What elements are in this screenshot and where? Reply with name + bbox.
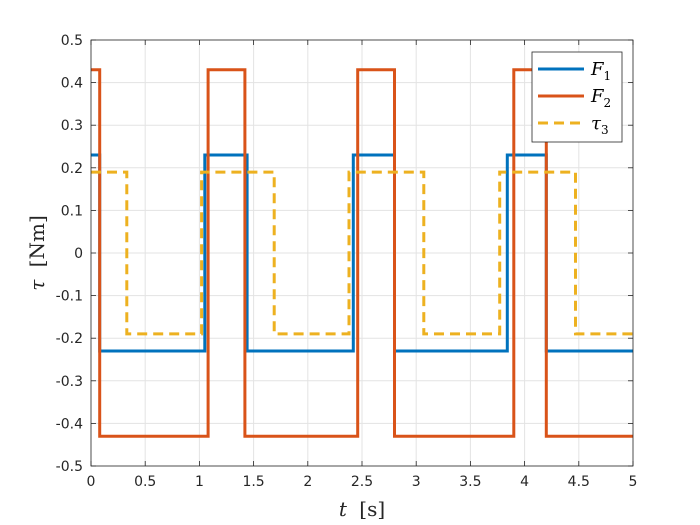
x-tick-label: 3.5 — [459, 474, 481, 490]
y-axis-variable: τ — [25, 279, 49, 291]
series-line-2 — [91, 68, 633, 438]
y-tick-label: -0.3 — [56, 374, 83, 390]
y-tick-label: 0.2 — [61, 161, 83, 177]
x-tick-label: 2 — [303, 474, 312, 490]
y-axis-unit: [Nm] — [25, 215, 49, 267]
x-tick-label: 3 — [412, 474, 421, 490]
y-tick-label: 0 — [74, 246, 83, 262]
x-tick-label: 1 — [195, 474, 204, 490]
x-axis-variable: t — [339, 497, 348, 521]
x-tick-label: 0.5 — [134, 474, 156, 490]
series-lines — [91, 68, 633, 438]
x-tick-label: 5 — [629, 474, 638, 490]
series-line-3 — [91, 170, 633, 336]
y-tick-label: -0.4 — [56, 416, 83, 432]
y-tick-label: 0.3 — [61, 118, 83, 134]
x-tick-label: 4 — [520, 474, 529, 490]
series-line-1 — [91, 153, 633, 353]
legend-label-3: τ3 — [591, 113, 609, 137]
legend-label-2: F2 — [590, 86, 611, 110]
y-tick-label: 0.5 — [61, 33, 83, 49]
legend-label-1: F1 — [590, 59, 611, 83]
x-tick-label: 2.5 — [351, 474, 373, 490]
y-tick-label: -0.5 — [56, 459, 83, 475]
y-tick-label: -0.2 — [56, 331, 83, 347]
y-tick-label: 0.4 — [61, 76, 83, 92]
legend: F1 F2 τ3 — [531, 51, 623, 143]
x-axis-unit: [s] — [359, 497, 385, 521]
y-axis-label: τ [Nm] — [25, 215, 49, 291]
x-tick-label: 4.5 — [568, 474, 590, 490]
x-tick-label: 0 — [87, 474, 96, 490]
x-tick-label: 1.5 — [242, 474, 264, 490]
axis-ticks: 0 0.5 1 1.5 2 2.5 3 3.5 4 4.5 5 -0.5 -0.4 -0.3 -0.2 -0.… — [56, 33, 638, 490]
y-tick-label: -0.1 — [56, 289, 83, 305]
x-axis-label: t [s] — [339, 497, 385, 521]
y-tick-label: 0.1 — [61, 203, 83, 219]
